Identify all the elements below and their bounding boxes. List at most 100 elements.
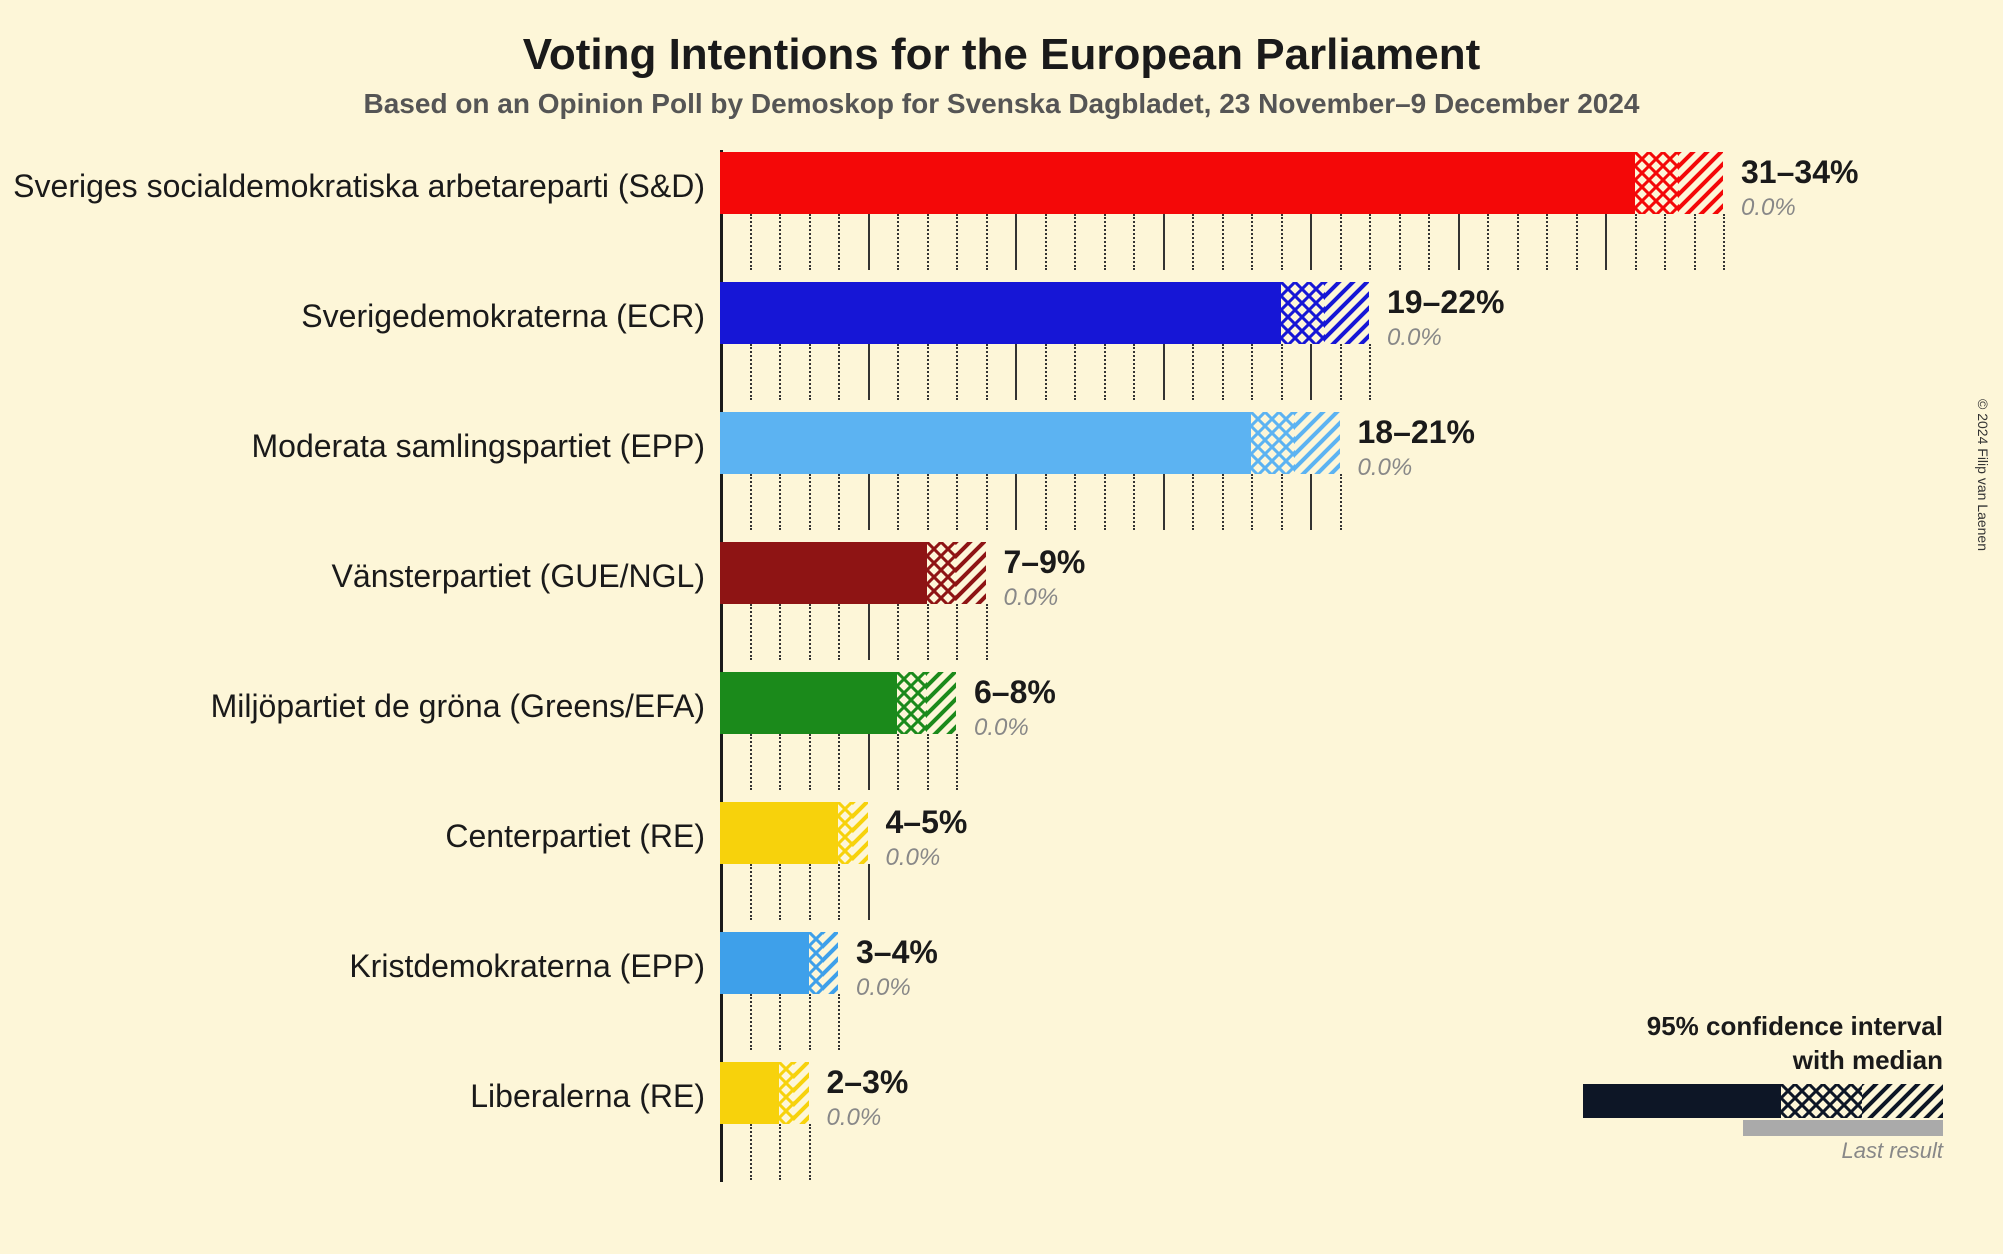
- gridline-minor: [1694, 214, 1696, 270]
- gridline-minor: [750, 734, 752, 790]
- gridline-major: [1458, 214, 1460, 270]
- gridline-minor: [1222, 344, 1224, 400]
- chart-row: Centerpartiet (RE)4–5%0.0%: [720, 790, 1820, 920]
- bar-diagonal: [794, 1062, 809, 1124]
- gridline-minor: [838, 994, 840, 1050]
- gridline-minor: [897, 474, 899, 530]
- gridline-major: [1310, 474, 1312, 530]
- bar-diagonal: [1679, 152, 1723, 214]
- gridline-minor: [1517, 214, 1519, 270]
- range-label: 19–22%: [1387, 284, 1504, 321]
- gridline-minor: [1045, 344, 1047, 400]
- baseline-label: 0.0%: [974, 714, 1029, 742]
- bar-crosshatch: [1251, 412, 1295, 474]
- gridline-minor: [750, 994, 752, 1050]
- gridline-minor: [1399, 214, 1401, 270]
- party-label: Centerpartiet (RE): [5, 818, 705, 855]
- gridline-minor: [956, 734, 958, 790]
- party-label: Miljöpartiet de gröna (Greens/EFA): [5, 688, 705, 725]
- legend: 95% confidence interval with median Last…: [1583, 1010, 1943, 1164]
- gridline-minor: [809, 864, 811, 920]
- gridline-minor: [1192, 344, 1194, 400]
- gridline-major: [868, 214, 870, 270]
- gridline-minor: [1192, 474, 1194, 530]
- chart-row: Sveriges socialdemokratiska arbetarepart…: [720, 140, 1820, 270]
- gridline-minor: [779, 734, 781, 790]
- gridline-minor: [956, 474, 958, 530]
- gridline-minor: [956, 604, 958, 660]
- gridline-minor: [1487, 214, 1489, 270]
- gridline-minor: [1723, 214, 1725, 270]
- gridline-major: [1605, 214, 1607, 270]
- bar-crosshatch: [927, 542, 957, 604]
- legend-last-result-bar: [1743, 1120, 1943, 1136]
- bar-solid: [720, 932, 809, 994]
- baseline-label: 0.0%: [886, 844, 941, 872]
- bar-solid: [720, 672, 897, 734]
- bar-crosshatch: [1635, 152, 1679, 214]
- bar-diagonal: [853, 802, 868, 864]
- gridline-minor: [779, 344, 781, 400]
- bar-diagonal: [927, 672, 957, 734]
- legend-ci-bar: [1583, 1084, 1943, 1118]
- grid: [720, 474, 1340, 530]
- grid: [720, 864, 868, 920]
- chart-subtitle: Based on an Opinion Poll by Demoskop for…: [0, 80, 2003, 140]
- gridline-minor: [1281, 344, 1283, 400]
- bar-crosshatch: [838, 802, 853, 864]
- gridline-minor: [927, 214, 929, 270]
- baseline-label: 0.0%: [1358, 454, 1413, 482]
- gridline-minor: [1340, 214, 1342, 270]
- bar-solid: [720, 282, 1281, 344]
- gridline-minor: [1251, 344, 1253, 400]
- baseline-label: 0.0%: [1741, 194, 1796, 222]
- party-label: Moderata samlingspartiet (EPP): [5, 428, 705, 465]
- gridline-minor: [1074, 344, 1076, 400]
- gridline-minor: [1428, 214, 1430, 270]
- gridline-minor: [1576, 214, 1578, 270]
- chart-title: Voting Intentions for the European Parli…: [0, 0, 2003, 80]
- gridline-minor: [1340, 344, 1342, 400]
- bar-solid: [720, 1062, 779, 1124]
- gridline-minor: [838, 214, 840, 270]
- bar-crosshatch: [809, 932, 824, 994]
- gridline-minor: [838, 604, 840, 660]
- gridline-minor: [779, 604, 781, 660]
- gridline-minor: [1340, 474, 1342, 530]
- gridline-major: [868, 344, 870, 400]
- gridline-minor: [956, 344, 958, 400]
- range-label: 3–4%: [856, 934, 938, 971]
- gridline-minor: [897, 604, 899, 660]
- gridline-major: [868, 474, 870, 530]
- range-label: 4–5%: [886, 804, 968, 841]
- gridline-minor: [1104, 214, 1106, 270]
- baseline-label: 0.0%: [1387, 324, 1442, 352]
- range-label: 31–34%: [1741, 154, 1858, 191]
- gridline-minor: [1074, 214, 1076, 270]
- chart-row: Sverigedemokraterna (ECR)19–22%0.0%: [720, 270, 1820, 400]
- gridline-minor: [838, 734, 840, 790]
- bar-crosshatch: [897, 672, 927, 734]
- gridline-minor: [1222, 474, 1224, 530]
- gridline-minor: [1133, 474, 1135, 530]
- legend-title-line1: 95% confidence interval: [1583, 1010, 1943, 1044]
- gridline-minor: [750, 214, 752, 270]
- gridline-major: [868, 604, 870, 660]
- gridline-major: [1015, 474, 1017, 530]
- gridline-major: [1310, 214, 1312, 270]
- gridline-minor: [838, 474, 840, 530]
- gridline-major: [868, 864, 870, 920]
- bar-solid: [720, 802, 838, 864]
- gridline-major: [1015, 214, 1017, 270]
- party-label: Vänsterpartiet (GUE/NGL): [5, 558, 705, 595]
- copyright-label: © 2024 Filip van Laenen: [1975, 399, 1991, 551]
- gridline-minor: [779, 214, 781, 270]
- gridline-minor: [927, 474, 929, 530]
- gridline-minor: [956, 214, 958, 270]
- gridline-major: [1163, 474, 1165, 530]
- gridline-minor: [779, 474, 781, 530]
- gridline-major: [1015, 344, 1017, 400]
- grid: [720, 734, 956, 790]
- gridline-minor: [838, 864, 840, 920]
- party-label: Sverigedemokraterna (ECR): [5, 298, 705, 335]
